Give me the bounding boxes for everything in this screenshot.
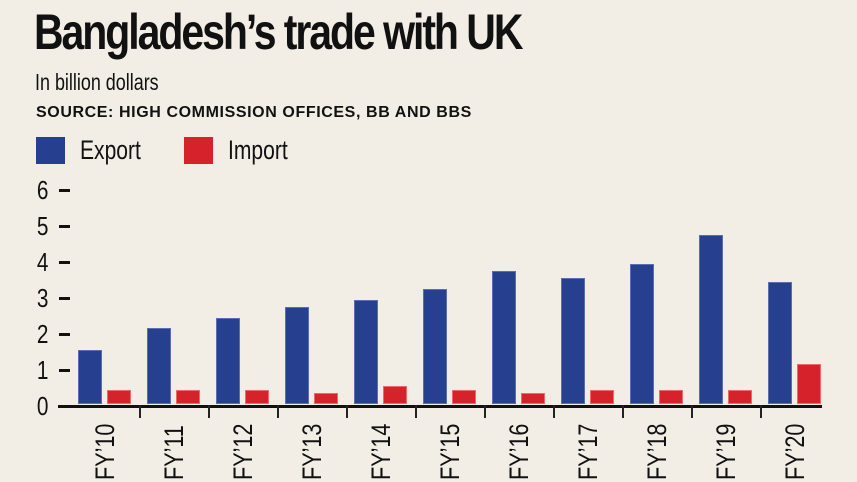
y-tick-label: 3 (36, 283, 48, 313)
export-bar (561, 278, 585, 404)
x-tick-mark (760, 405, 762, 418)
export-bar (768, 281, 792, 404)
y-tick-mark (59, 189, 70, 192)
x-tick-label: FY’16 (504, 423, 534, 480)
y-tick: 2 (10, 319, 70, 349)
y-tick-label: 0 (36, 391, 48, 421)
export-bar (630, 263, 654, 404)
y-tick-label: 5 (36, 211, 48, 241)
export-bar (285, 306, 309, 404)
x-tick-label: FY’19 (711, 423, 741, 480)
import-bar (314, 393, 338, 404)
import-bar (590, 389, 614, 404)
y-tick-mark (59, 261, 70, 264)
y-tick-mark (59, 225, 70, 228)
x-axis-line (58, 405, 822, 408)
import-bar (245, 389, 269, 404)
x-tick-mark (277, 405, 279, 418)
chart-title: Bangladesh’s trade with UK (34, 4, 523, 60)
y-tick-mark (59, 369, 70, 372)
y-tick: 0 (10, 391, 70, 421)
y-tick-label: 1 (36, 355, 48, 385)
x-tick-label: FY’10 (90, 423, 120, 480)
x-tick-mark (208, 405, 210, 418)
x-tick-mark (691, 405, 693, 418)
y-tick-mark (59, 297, 70, 300)
x-tick-mark (484, 405, 486, 418)
import-bar (797, 364, 821, 404)
import-bar (107, 389, 131, 404)
y-tick: 1 (10, 355, 70, 385)
x-tick-label: FY’15 (435, 423, 465, 480)
y-tick-label: 6 (36, 175, 48, 205)
y-tick: 5 (10, 211, 70, 241)
x-tick-label: FY’18 (642, 423, 672, 480)
export-bar (699, 234, 723, 404)
import-bar (452, 389, 476, 404)
x-tick-label: FY’14 (366, 423, 396, 480)
export-bar (423, 288, 447, 404)
x-tick-mark (346, 405, 348, 418)
legend-label: Export (80, 135, 141, 165)
import-swatch-icon (184, 137, 213, 164)
y-tick-label: 4 (36, 247, 48, 277)
y-tick-mark (59, 333, 70, 336)
export-bar (354, 299, 378, 404)
x-tick-mark (415, 405, 417, 418)
chart-source: SOURCE: HIGH COMMISSION OFFICES, BB AND … (36, 104, 472, 121)
x-tick-label: FY’13 (297, 423, 327, 480)
x-tick-label: FY’17 (573, 423, 603, 480)
x-tick-label: FY’12 (228, 423, 258, 480)
import-bar (176, 389, 200, 404)
x-tick-mark (622, 405, 624, 418)
import-bar (728, 389, 752, 404)
chart-subtitle: In billion dollars (35, 69, 159, 95)
export-bar (492, 270, 516, 404)
export-bar (216, 317, 240, 404)
x-tick-label: FY’20 (780, 423, 810, 480)
import-bar (383, 386, 407, 404)
x-tick-mark (553, 405, 555, 418)
x-tick-label: FY’11 (159, 425, 189, 480)
y-tick-label: 2 (36, 319, 48, 349)
y-tick: 3 (10, 283, 70, 313)
export-bar (78, 350, 102, 404)
y-tick: 6 (10, 175, 70, 205)
x-tick-mark (139, 405, 141, 418)
import-bar (521, 393, 545, 404)
y-tick: 4 (10, 247, 70, 277)
import-bar (659, 389, 683, 404)
export-bar (147, 328, 171, 404)
export-swatch-icon (36, 137, 65, 164)
legend-label: Import (228, 135, 288, 165)
